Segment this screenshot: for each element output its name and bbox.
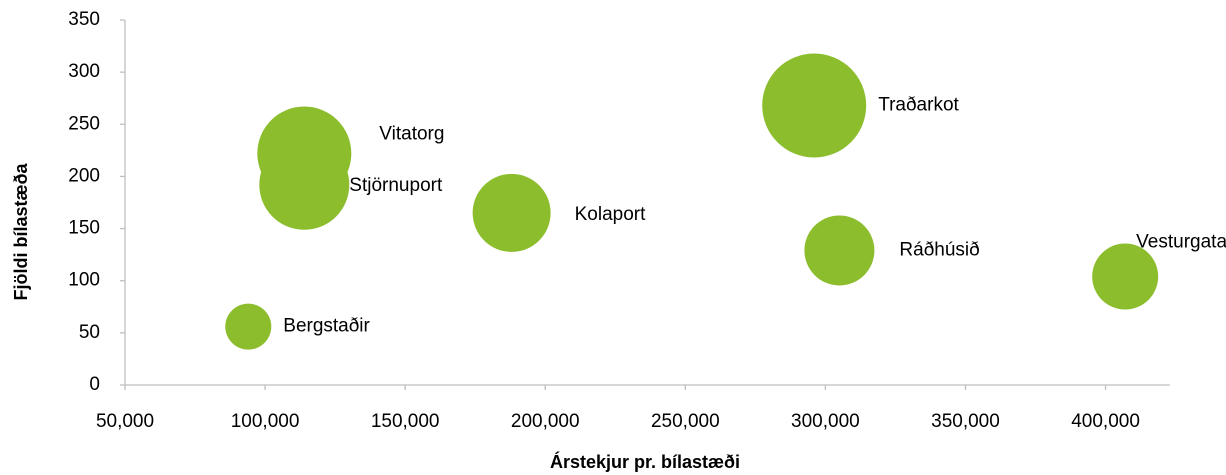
x-tick-label: 250,000	[651, 411, 720, 432]
y-tick-label: 200	[68, 165, 100, 186]
x-tick-label: 300,000	[791, 411, 860, 432]
x-tick-label: 200,000	[511, 411, 580, 432]
bubble	[259, 139, 350, 230]
y-tick-label: 250	[68, 113, 100, 134]
y-tick-label: 300	[68, 61, 100, 82]
y-tick-label: 100	[68, 270, 100, 291]
x-tick-label: 350,000	[931, 411, 1000, 432]
data-label: Vitatorg	[379, 124, 444, 145]
x-tick-label: 150,000	[371, 411, 440, 432]
y-tick-label: 350	[68, 9, 100, 30]
y-axis-title: Fjöldi bílastæða	[11, 163, 31, 301]
y-tick-label: 50	[79, 322, 100, 343]
bubble	[804, 215, 875, 286]
bubble	[472, 173, 551, 252]
x-tick-label: 400,000	[1071, 411, 1140, 432]
data-label: Ráðhúsið	[899, 239, 979, 260]
x-axis-title: Árstekjur pr. bílastæði	[550, 451, 740, 472]
bubble	[762, 53, 867, 158]
x-tick-label: 50,000	[96, 411, 154, 432]
data-label: Kolaport	[575, 204, 646, 225]
bubble	[1092, 243, 1159, 310]
data-label: Vesturgata	[1136, 232, 1226, 253]
data-label: Traðarkot	[878, 95, 959, 116]
bubble	[225, 303, 272, 350]
data-label: Stjörnuport	[349, 175, 443, 196]
x-tick-label: 100,000	[231, 411, 300, 432]
y-tick-label: 150	[68, 218, 100, 239]
y-tick-label: 0	[89, 374, 100, 395]
data-label: Bergstaðir	[283, 316, 370, 337]
